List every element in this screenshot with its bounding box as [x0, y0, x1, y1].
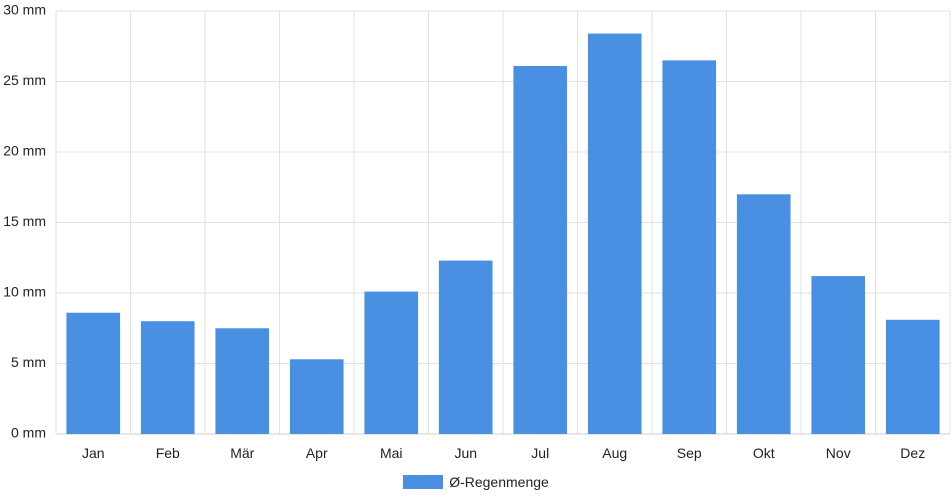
- legend-label: Ø-Regenmenge: [449, 474, 549, 490]
- legend-swatch: [403, 475, 444, 489]
- chart-legend[interactable]: Ø-Regenmenge: [0, 472, 952, 492]
- chart-bars: [66, 33, 940, 435]
- y-tick-label: 25 mm: [3, 72, 46, 88]
- bar-jun[interactable]: [438, 260, 493, 434]
- x-tick-label: Jun: [454, 445, 477, 461]
- y-tick-label: 0 mm: [11, 425, 46, 441]
- bar-dez[interactable]: [885, 319, 940, 434]
- bar-jan[interactable]: [66, 312, 121, 434]
- x-tick-label: Jul: [531, 445, 549, 461]
- x-tick-label: Aug: [602, 445, 627, 461]
- bar-sep[interactable]: [662, 60, 717, 434]
- x-tick-label: Apr: [306, 445, 328, 461]
- x-tick-label: Mai: [380, 445, 403, 461]
- x-tick-label: Okt: [753, 445, 775, 461]
- x-tick-label: Feb: [156, 445, 180, 461]
- y-tick-label: 30 mm: [3, 2, 46, 18]
- y-axis-ticks: 0 mm 5 mm 10 mm 15 mm 20 mm 25 mm 30 mm: [3, 2, 46, 441]
- bar-aug[interactable]: [587, 33, 642, 435]
- y-tick-label: 5 mm: [11, 354, 46, 370]
- x-tick-label: Nov: [826, 445, 851, 461]
- x-tick-label: Mär: [230, 445, 254, 461]
- x-tick-label: Jan: [82, 445, 105, 461]
- y-tick-label: 20 mm: [3, 143, 46, 159]
- x-tick-label: Sep: [677, 445, 702, 461]
- bar-okt[interactable]: [736, 194, 791, 434]
- y-tick-label: 10 mm: [3, 284, 46, 300]
- bar-mai[interactable]: [364, 291, 419, 434]
- x-axis-ticks: Jan Feb Mär Apr Mai Jun Jul Aug Sep Okt Nov Dez: [82, 445, 925, 461]
- x-tick-label: Dez: [900, 445, 925, 461]
- bar-feb[interactable]: [140, 321, 195, 434]
- bar-mär[interactable]: [215, 328, 270, 434]
- bar-apr[interactable]: [289, 359, 344, 434]
- bar-nov[interactable]: [811, 276, 866, 434]
- y-tick-label: 15 mm: [3, 213, 46, 229]
- bar-jul[interactable]: [513, 65, 568, 435]
- chart-grid: [55, 10, 951, 435]
